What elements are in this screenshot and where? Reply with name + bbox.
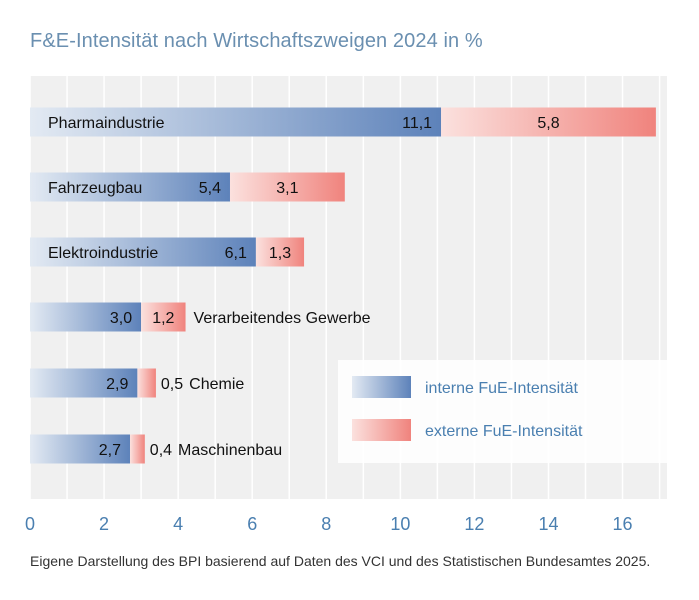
x-tick-label: 10	[390, 514, 410, 534]
data-label-extern: 1,3	[269, 245, 291, 262]
category-label: Fahrzeugbau	[48, 180, 142, 197]
bar-intern	[30, 434, 130, 464]
bar-extern	[141, 302, 186, 332]
x-tick-label: 4	[173, 514, 183, 534]
data-label-intern: 3,0	[110, 310, 132, 327]
category-label: Verarbeitendes Gewerbe	[194, 310, 371, 327]
data-label-intern: 11,1	[402, 115, 432, 132]
legend-label-extern: externe FuE-Intensität	[425, 423, 583, 440]
bar-extern	[129, 434, 145, 464]
bar-intern	[30, 172, 230, 202]
category-label: Pharmaindustrie	[48, 115, 165, 132]
bar-extern	[441, 107, 656, 137]
category-label: Elektroindustrie	[48, 245, 158, 262]
data-label-intern: 2,7	[99, 442, 121, 459]
bar-extern	[229, 172, 345, 202]
data-label-extern: 5,8	[537, 115, 559, 132]
bar-intern	[30, 107, 442, 137]
bar-intern	[30, 368, 138, 398]
data-label-intern: 6,1	[225, 245, 247, 262]
x-tick-label: 2	[99, 514, 109, 534]
x-tick-label: 12	[464, 514, 484, 534]
x-tick-label: 16	[613, 514, 633, 534]
legend-box	[338, 360, 667, 463]
data-label-intern: 5,4	[199, 180, 221, 197]
x-tick-label: 0	[25, 514, 35, 534]
data-label-extern: 1,2	[152, 310, 174, 327]
category-label: Chemie	[189, 376, 244, 393]
bar-intern	[30, 302, 142, 332]
source-note: Eigene Darstellung des BPI basierend auf…	[30, 553, 651, 569]
legend-swatch-intern	[352, 376, 411, 398]
chart-title: F&E-Intensität nach Wirtschaftszweigen 2…	[30, 30, 483, 52]
data-label-intern: 2,9	[106, 376, 128, 393]
legend-swatch-extern	[352, 419, 411, 441]
data-label-extern: 0,4	[150, 442, 172, 459]
bar-extern	[255, 237, 305, 267]
data-label-extern: 0,5	[161, 376, 183, 393]
legend-label-intern: interne FuE-Intensität	[425, 380, 579, 397]
x-tick-label: 6	[247, 514, 257, 534]
data-label-extern: 3,1	[276, 180, 298, 197]
bar-extern	[137, 368, 156, 398]
bar-intern	[30, 237, 256, 267]
x-tick-label: 8	[321, 514, 331, 534]
category-label: Maschinenbau	[178, 442, 282, 459]
x-tick-label: 14	[538, 514, 558, 534]
